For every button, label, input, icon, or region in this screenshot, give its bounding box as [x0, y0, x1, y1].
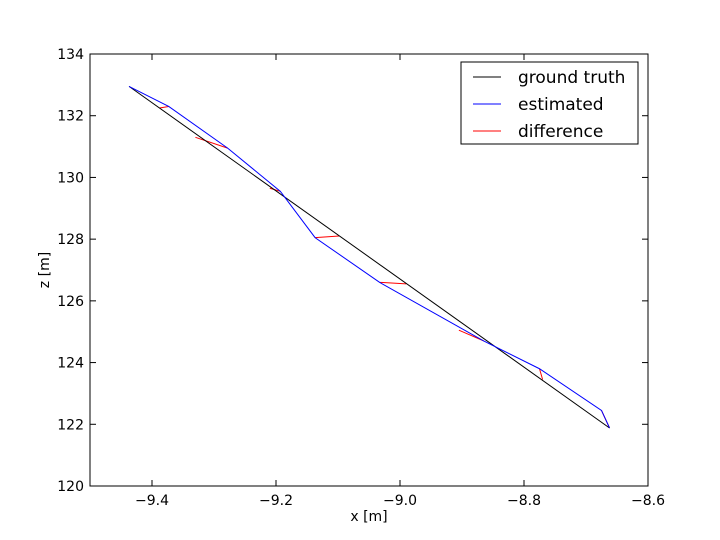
difference-segment — [315, 235, 340, 239]
estimated-line — [128, 85, 611, 429]
legend-label-ground-truth: ground truth — [518, 68, 625, 88]
y-tick-label: 122 — [57, 417, 84, 433]
legend-box — [460, 61, 639, 145]
x-axis-ticks: −9.4 −9.2 −9.0 −8.8 −8.6 — [135, 54, 665, 509]
ground-truth-line — [128, 85, 610, 429]
y-tick-label: 120 — [57, 479, 84, 495]
legend-label-difference: difference — [518, 122, 603, 142]
plot-lines — [128, 85, 611, 429]
difference-segment — [379, 281, 407, 285]
difference-segment — [195, 136, 228, 149]
legend-label-estimated: estimated — [518, 95, 604, 115]
x-axis-label: x [m] — [350, 509, 387, 525]
x-tick-label: −9.4 — [135, 493, 169, 509]
x-tick-label: −8.6 — [631, 493, 665, 509]
y-axis-label: z [m] — [37, 252, 53, 288]
legend: ground truth estimated difference — [460, 61, 639, 145]
difference-segment — [159, 105, 169, 109]
difference-segment — [539, 368, 544, 380]
y-tick-label: 126 — [57, 294, 84, 310]
x-tick-label: −8.8 — [507, 493, 541, 509]
y-tick-label: 124 — [57, 356, 84, 372]
x-tick-label: −9.2 — [259, 493, 293, 509]
plot-frame — [89, 53, 649, 487]
y-tick-label: 134 — [57, 47, 84, 63]
y-tick-label: 130 — [57, 170, 84, 186]
x-tick-label: −9.0 — [383, 493, 417, 509]
y-tick-label: 128 — [57, 232, 84, 248]
y-tick-label: 132 — [57, 109, 84, 125]
y-axis-ticks: 120 122 124 126 128 130 132 134 — [57, 47, 648, 495]
